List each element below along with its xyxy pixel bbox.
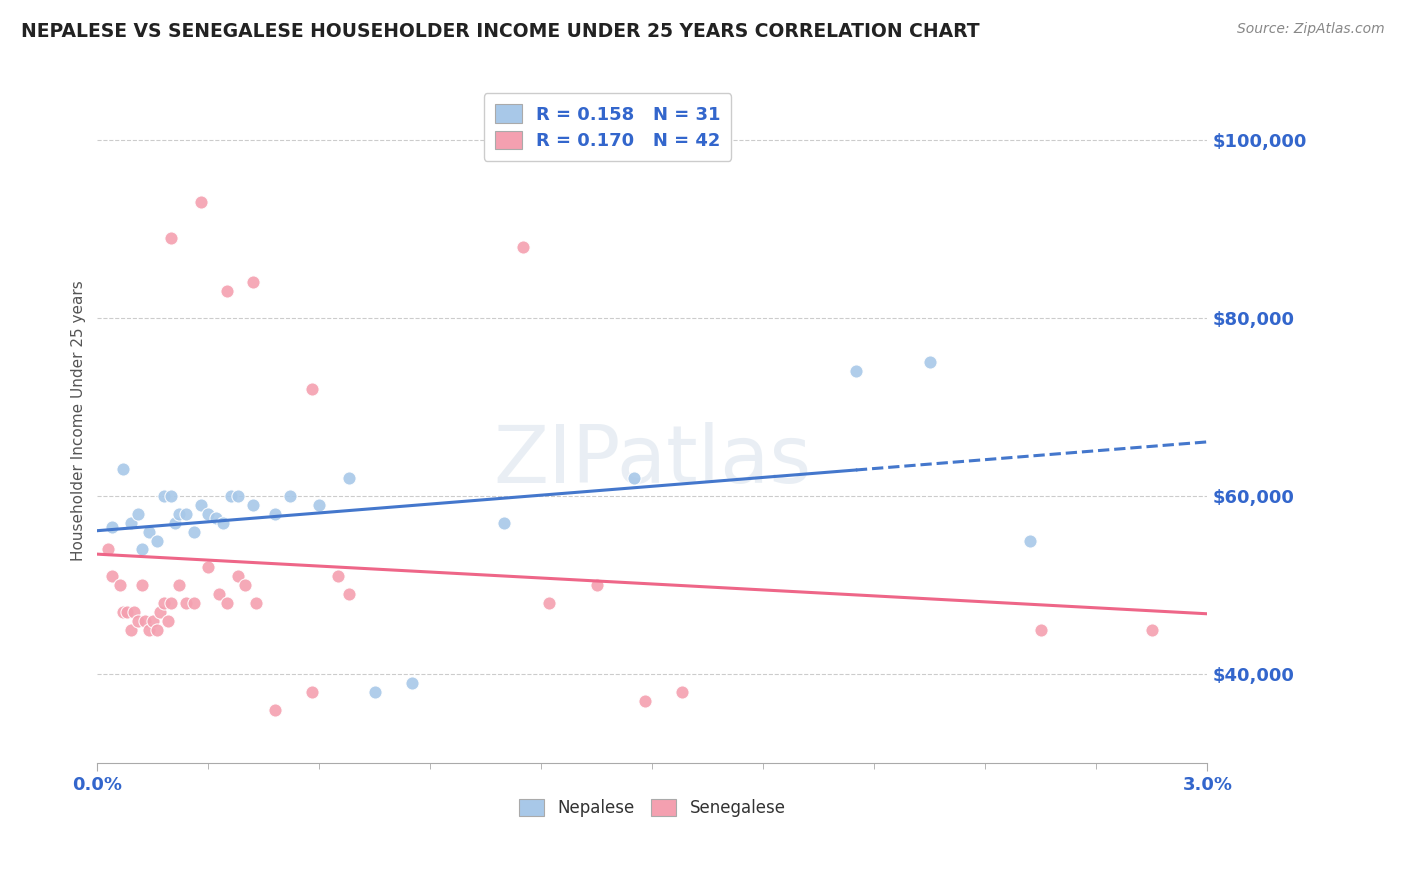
Y-axis label: Householder Income Under 25 years: Householder Income Under 25 years bbox=[72, 280, 86, 561]
Point bbox=[101, 520, 124, 534]
Point bbox=[204, 511, 226, 525]
Point bbox=[120, 516, 142, 530]
Point bbox=[167, 578, 190, 592]
Point bbox=[134, 614, 156, 628]
Point bbox=[138, 524, 160, 539]
Point bbox=[364, 685, 387, 699]
Point bbox=[115, 605, 138, 619]
Point bbox=[226, 489, 249, 503]
Point bbox=[190, 498, 212, 512]
Point bbox=[215, 596, 238, 610]
Point bbox=[153, 596, 176, 610]
Point bbox=[127, 507, 149, 521]
Point bbox=[160, 231, 183, 245]
Point bbox=[623, 471, 645, 485]
Point bbox=[1029, 623, 1052, 637]
Point bbox=[101, 569, 124, 583]
Point bbox=[401, 676, 423, 690]
Point bbox=[174, 596, 197, 610]
Point bbox=[97, 542, 120, 557]
Point bbox=[183, 524, 205, 539]
Point bbox=[127, 614, 149, 628]
Point bbox=[156, 614, 179, 628]
Point bbox=[326, 569, 349, 583]
Point bbox=[308, 498, 330, 512]
Point bbox=[512, 239, 534, 253]
Point bbox=[190, 195, 212, 210]
Point bbox=[586, 578, 609, 592]
Point bbox=[112, 605, 135, 619]
Text: Source: ZipAtlas.com: Source: ZipAtlas.com bbox=[1237, 22, 1385, 37]
Point bbox=[278, 489, 301, 503]
Point bbox=[264, 703, 287, 717]
Point bbox=[1018, 533, 1040, 548]
Point bbox=[153, 489, 176, 503]
Point bbox=[167, 507, 190, 521]
Point bbox=[208, 587, 231, 601]
Point bbox=[337, 587, 360, 601]
Text: NEPALESE VS SENEGALESE HOUSEHOLDER INCOME UNDER 25 YEARS CORRELATION CHART: NEPALESE VS SENEGALESE HOUSEHOLDER INCOM… bbox=[21, 22, 980, 41]
Point bbox=[219, 489, 242, 503]
Point bbox=[1140, 623, 1163, 637]
Point bbox=[301, 382, 323, 396]
Point bbox=[131, 542, 153, 557]
Legend: Nepalese, Senegalese: Nepalese, Senegalese bbox=[512, 792, 793, 823]
Point bbox=[242, 498, 264, 512]
Point bbox=[183, 596, 205, 610]
Point bbox=[226, 569, 249, 583]
Point bbox=[235, 578, 257, 592]
Point bbox=[160, 596, 183, 610]
Point bbox=[120, 623, 142, 637]
Point bbox=[337, 471, 360, 485]
Point bbox=[845, 364, 868, 378]
Point bbox=[131, 578, 153, 592]
Point bbox=[242, 275, 264, 289]
Point bbox=[918, 355, 941, 369]
Point bbox=[124, 605, 146, 619]
Point bbox=[264, 507, 287, 521]
Point bbox=[301, 685, 323, 699]
Point bbox=[160, 489, 183, 503]
Text: ZIPatlas: ZIPatlas bbox=[494, 423, 811, 500]
Point bbox=[245, 596, 267, 610]
Point bbox=[174, 507, 197, 521]
Point bbox=[165, 516, 187, 530]
Point bbox=[494, 516, 516, 530]
Point bbox=[215, 284, 238, 298]
Point bbox=[537, 596, 560, 610]
Point bbox=[212, 516, 235, 530]
Point bbox=[197, 560, 219, 574]
Point bbox=[145, 623, 167, 637]
Point bbox=[671, 685, 693, 699]
Point bbox=[145, 533, 167, 548]
Point bbox=[138, 623, 160, 637]
Point bbox=[142, 614, 165, 628]
Point bbox=[108, 578, 131, 592]
Point bbox=[149, 605, 172, 619]
Point bbox=[112, 462, 135, 476]
Point bbox=[634, 694, 657, 708]
Point bbox=[197, 507, 219, 521]
